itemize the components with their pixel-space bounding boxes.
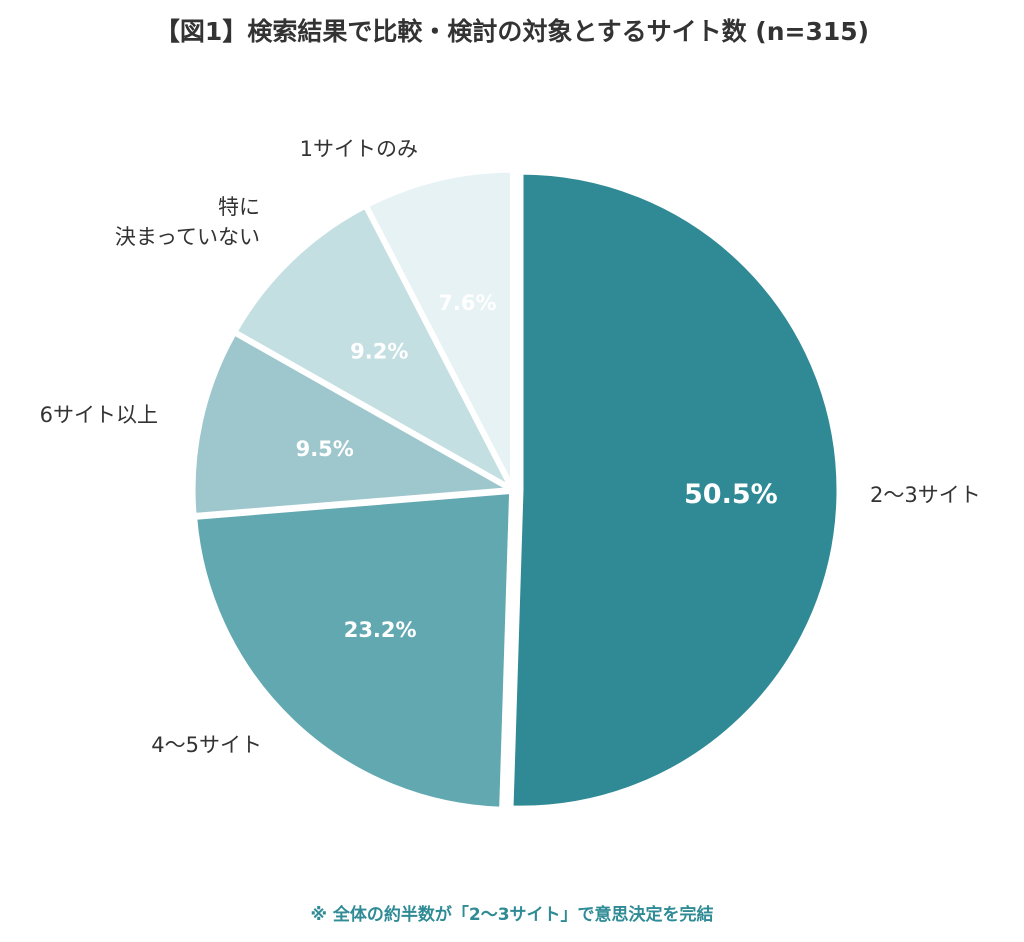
slice-percent-label: 50.5% <box>684 479 778 510</box>
slice-category-label: 1サイトのみ <box>300 137 418 161</box>
chart-footnote: ※ 全体の約半数が「2〜3サイト」で意思決定を完結 <box>310 905 714 925</box>
pie-slice <box>508 169 842 811</box>
slice-category-label: 4〜5サイト <box>151 733 262 757</box>
slice-percent-label: 23.2% <box>344 618 417 642</box>
slice-percent-label: 9.5% <box>296 437 354 461</box>
pie-slice <box>232 203 515 492</box>
chart-title: 【図1】検索結果で比較・検討の対象とするサイト数 (n=315) <box>154 17 870 46</box>
pie-slice <box>190 330 514 519</box>
slice-category-label: 特に決まっていない <box>115 195 260 249</box>
slice-category-label: 6サイト以上 <box>40 403 158 427</box>
pie-slice <box>363 167 516 491</box>
slice-percent-label: 7.6% <box>438 291 496 315</box>
pie-slice <box>192 488 515 812</box>
slice-percent-label: 9.2% <box>350 339 408 363</box>
slice-category-label: 2〜3サイト <box>870 483 981 507</box>
